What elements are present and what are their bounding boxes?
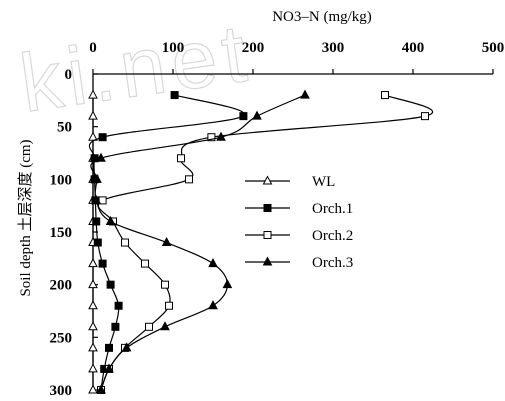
data-point (88, 279, 98, 289)
data-point (208, 258, 218, 268)
series-orch-2 (97, 91, 434, 394)
data-point (91, 194, 102, 204)
series-line (90, 94, 306, 391)
legend-label: Orch.3 (312, 255, 353, 271)
y-tick-label: 100 (50, 172, 73, 188)
data-point (170, 91, 179, 100)
legend-item: Orch.2 (245, 228, 353, 244)
data-point (165, 301, 173, 310)
y-tick-label: 150 (50, 225, 73, 241)
x-tick-label: 500 (482, 40, 505, 56)
series-orch-3 (90, 89, 310, 394)
data-point (96, 384, 106, 394)
data-point (121, 238, 129, 247)
data-point (222, 279, 233, 289)
data-point (88, 342, 98, 352)
data-point (216, 131, 226, 141)
data-point (145, 322, 153, 331)
y-axis-title: Soil depth 土层深度 (cm) (17, 139, 34, 296)
x-tick-label: 200 (242, 40, 265, 56)
data-point (98, 133, 107, 142)
data-point (88, 110, 98, 120)
watermark-text: ki.net (15, 7, 257, 129)
legend-marker (262, 175, 273, 185)
x-tick-label: 400 (402, 40, 425, 56)
legend-item: WL (245, 174, 335, 190)
data-point (141, 259, 149, 268)
data-point (252, 110, 262, 120)
y-tick-label: 250 (50, 330, 73, 346)
data-point (105, 343, 113, 352)
data-point (160, 321, 170, 331)
data-point (185, 175, 193, 184)
axes: 0 100 200 300 400 500 0 50 100 150 200 250 300 (50, 40, 505, 399)
data-point (177, 154, 185, 163)
data-point (207, 133, 216, 142)
legend-item: Orch.1 (245, 201, 353, 217)
data-point (88, 363, 98, 373)
series-line (97, 94, 434, 391)
y-tick-label: 0 (65, 67, 73, 83)
data-point (104, 363, 114, 373)
legend-marker (263, 204, 272, 212)
data-point (300, 89, 310, 99)
data-point (88, 89, 98, 99)
y-tick-label: 50 (57, 120, 72, 136)
data-point (111, 322, 120, 331)
data-point (106, 280, 115, 289)
x-axis-title: NO3–N (mg/kg) (272, 9, 372, 25)
data-point (421, 112, 429, 121)
legend-label: Orch.2 (312, 228, 353, 244)
data-point (161, 280, 169, 289)
data-point (98, 259, 107, 268)
data-point (88, 321, 98, 331)
legend-item: Orch.3 (245, 255, 353, 271)
data-point (88, 258, 98, 268)
data-point (92, 217, 101, 226)
data-point (105, 215, 116, 225)
data-point (93, 238, 102, 247)
legend-marker (263, 231, 272, 239)
data-point (381, 91, 389, 100)
data-point (161, 236, 172, 247)
data-point (88, 300, 98, 310)
x-tick-label: 0 (89, 40, 97, 56)
data-point (88, 384, 98, 394)
data-point (121, 342, 132, 352)
data-point (88, 131, 98, 141)
data-point (239, 112, 248, 121)
legend-marker (262, 256, 273, 266)
data-point (96, 152, 106, 162)
x-tick-label: 300 (322, 40, 345, 56)
x-tick-label: 100 (162, 40, 185, 56)
data-point (114, 301, 123, 310)
legend-label: Orch.1 (312, 201, 353, 217)
y-tick-label: 300 (50, 383, 73, 399)
data-point (208, 300, 218, 310)
series-layer (88, 89, 434, 394)
y-tick-label: 200 (50, 278, 73, 294)
legend: WL Orch.1 Orch.2 Orch.3 (245, 174, 353, 271)
legend-label: WL (312, 174, 335, 190)
data-point (92, 173, 102, 183)
series-line (88, 94, 246, 391)
